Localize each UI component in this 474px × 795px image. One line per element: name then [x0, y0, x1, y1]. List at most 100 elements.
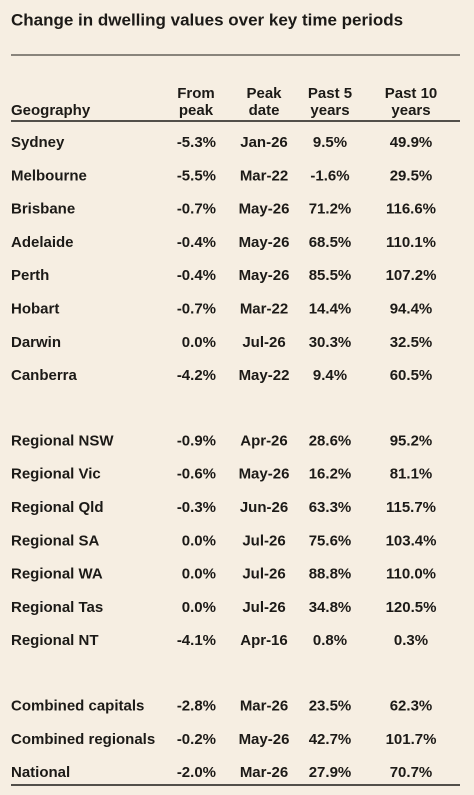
cell: 101.7% — [386, 731, 437, 748]
cell: 110.1% — [386, 234, 436, 251]
cell: 23.5% — [309, 697, 352, 714]
cell: Jul-26 — [242, 334, 285, 351]
cell: May-26 — [239, 267, 290, 284]
cell: 110.0% — [386, 566, 436, 583]
row-label: Regional Tas — [11, 599, 103, 616]
row-label: Canberra — [11, 367, 78, 384]
cell: May-26 — [239, 466, 290, 483]
cell: 115.7% — [386, 499, 436, 516]
cell: 49.9% — [390, 134, 433, 151]
cell: 14.4% — [309, 300, 352, 317]
row-label: National — [11, 764, 70, 781]
cell: 0.0% — [182, 334, 216, 351]
cell: 71.2% — [309, 201, 352, 218]
cell: 75.6% — [309, 532, 352, 549]
cell: Jul-26 — [242, 599, 285, 616]
cell: 16.2% — [309, 466, 352, 483]
cell: 60.5% — [390, 367, 433, 384]
column-header: years — [310, 102, 349, 119]
cell: -2.0% — [177, 764, 216, 781]
row-label: Combined regionals — [11, 731, 155, 748]
column-header: years — [391, 102, 430, 119]
row-label: Brisbane — [11, 201, 75, 218]
cell: 116.6% — [386, 201, 436, 218]
column-header: Peak — [246, 85, 282, 102]
cell: 29.5% — [390, 167, 433, 184]
row-label: Sydney — [11, 134, 65, 151]
cell: -0.7% — [177, 201, 216, 218]
row-label: Perth — [11, 267, 49, 284]
cell: 0.0% — [182, 599, 216, 616]
row-label: Hobart — [11, 300, 59, 317]
cell: -2.8% — [177, 697, 216, 714]
cell: 107.2% — [386, 267, 437, 284]
row-label: Regional WA — [11, 566, 103, 583]
cell: Mar-22 — [240, 300, 288, 317]
cell: Mar-22 — [240, 167, 288, 184]
cell: 27.9% — [309, 764, 352, 781]
cell: 85.5% — [309, 267, 352, 284]
title: Change in dwelling values over key time … — [11, 10, 403, 29]
row-label: Regional Vic — [11, 466, 101, 483]
row-label: Regional NSW — [11, 432, 114, 449]
cell: Jul-26 — [242, 566, 285, 583]
row-label: Melbourne — [11, 167, 87, 184]
cell: Apr-26 — [240, 432, 288, 449]
cell: 62.3% — [390, 697, 433, 714]
cell: 95.2% — [390, 432, 433, 449]
cell: May-26 — [239, 201, 290, 218]
row-label: Regional NT — [11, 632, 99, 649]
cell: Mar-26 — [240, 697, 288, 714]
cell: May-26 — [239, 731, 290, 748]
cell: Mar-26 — [240, 764, 288, 781]
cell: -0.4% — [177, 267, 216, 284]
column-header: Past 10 — [385, 85, 438, 102]
column-header: date — [249, 102, 280, 119]
cell: 70.7% — [390, 764, 433, 781]
cell: 34.8% — [309, 599, 352, 616]
cell: -0.7% — [177, 300, 216, 317]
cell: -1.6% — [310, 167, 349, 184]
cell: 28.6% — [309, 432, 352, 449]
cell: Jun-26 — [240, 499, 288, 516]
cell: 94.4% — [390, 300, 433, 317]
cell: 0.0% — [182, 566, 216, 583]
cell: -5.3% — [177, 134, 216, 151]
cell: -0.9% — [177, 432, 216, 449]
column-header: peak — [179, 102, 214, 119]
cell: Jul-26 — [242, 532, 285, 549]
cell: -5.5% — [177, 167, 216, 184]
cell: May-22 — [239, 367, 290, 384]
cell: -0.2% — [177, 731, 216, 748]
cell: 120.5% — [386, 599, 437, 616]
row-label: Adelaide — [11, 234, 74, 251]
cell: -0.4% — [177, 234, 216, 251]
row-label: Darwin — [11, 334, 61, 351]
column-header: From — [177, 85, 215, 102]
cell: 68.5% — [309, 234, 352, 251]
cell: 0.3% — [394, 632, 428, 649]
row-label: Regional SA — [11, 532, 100, 549]
row-label: Combined capitals — [11, 697, 144, 714]
cell: 9.5% — [313, 134, 347, 151]
column-header: Past 5 — [308, 85, 352, 102]
cell: 63.3% — [309, 499, 352, 516]
cell: 32.5% — [390, 334, 433, 351]
cell: Jan-26 — [240, 134, 288, 151]
cell: -0.3% — [177, 499, 216, 516]
row-label: Regional Qld — [11, 499, 104, 516]
cell: 81.1% — [390, 466, 433, 483]
cell: 103.4% — [386, 532, 437, 549]
cell: 0.0% — [182, 532, 216, 549]
cell: 30.3% — [309, 334, 352, 351]
cell: May-26 — [239, 234, 290, 251]
cell: -4.2% — [177, 367, 216, 384]
cell: 0.8% — [313, 632, 347, 649]
cell: 42.7% — [309, 731, 352, 748]
cell: 9.4% — [313, 367, 347, 384]
cell: Apr-16 — [240, 632, 288, 649]
cell: -0.6% — [177, 466, 216, 483]
column-header: Geography — [11, 102, 91, 119]
